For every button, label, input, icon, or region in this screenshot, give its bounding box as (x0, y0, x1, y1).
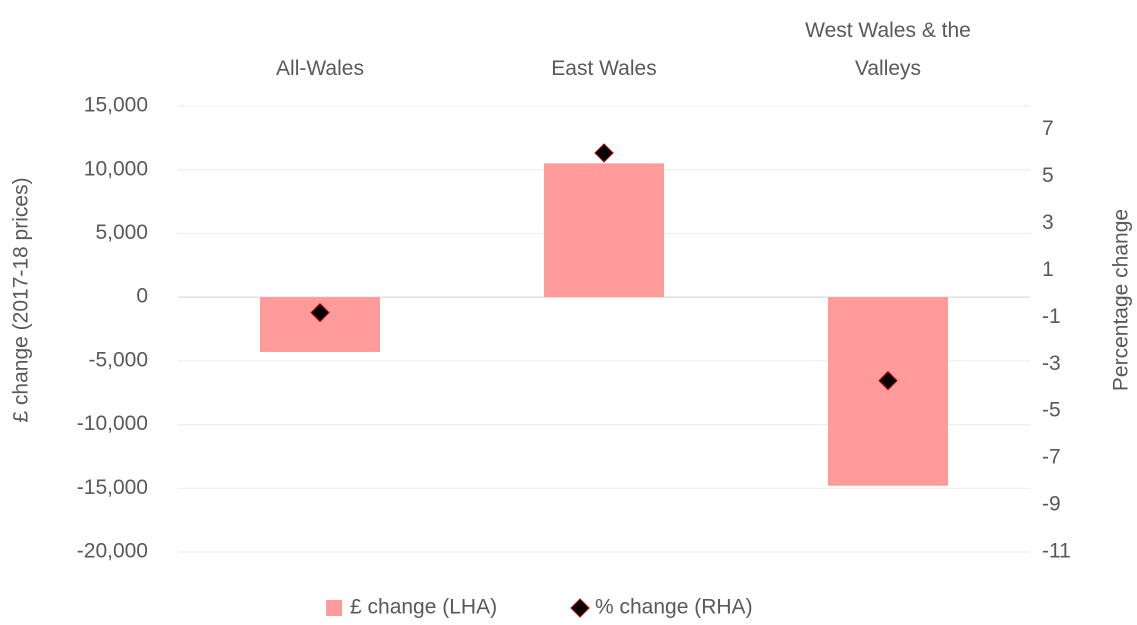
category-label: West Wales & the Valleys (805, 19, 971, 80)
category-label: East Wales (551, 57, 657, 80)
y2-tick-label: -11 (1042, 540, 1071, 563)
legend-label: £ change (LHA) (350, 596, 497, 619)
y-tick-label: 10,000 (84, 157, 148, 180)
legend-label: % change (RHA) (595, 596, 753, 619)
y2-tick-label: -3 (1042, 352, 1061, 375)
legend-marker (570, 598, 590, 618)
y2-axis-title: Percentage change (1110, 209, 1133, 391)
y2-tick-label: -5 (1042, 399, 1061, 422)
category-label: All-Wales (276, 57, 364, 80)
y2-tick-label: 3 (1042, 211, 1054, 234)
y-tick-label: 15,000 (84, 94, 148, 117)
y-tick-label: -20,000 (77, 540, 148, 563)
y2-tick-label: 5 (1042, 164, 1054, 187)
bar (828, 297, 948, 486)
y2-tick-label: 1 (1042, 258, 1054, 281)
y2-tick-label: -7 (1042, 446, 1061, 469)
y2-tick-label: 7 (1042, 117, 1054, 140)
y-tick-label: 0 (136, 285, 148, 308)
diamond-marker (878, 370, 898, 391)
y-tick-label: -15,000 (77, 476, 148, 499)
bar (544, 163, 664, 298)
legend-swatch (326, 600, 342, 616)
y-axis-title: £ change (2017-18 prices) (10, 177, 33, 422)
y2-tick-label: -1 (1042, 305, 1061, 328)
y-tick-label: 5,000 (95, 221, 148, 244)
y-tick-label: -5,000 (88, 348, 148, 371)
diamond-marker (594, 143, 614, 163)
y2-tick-label: -9 (1042, 493, 1061, 516)
y-tick-label: -10,000 (77, 412, 148, 435)
diamond-marker (310, 302, 330, 323)
